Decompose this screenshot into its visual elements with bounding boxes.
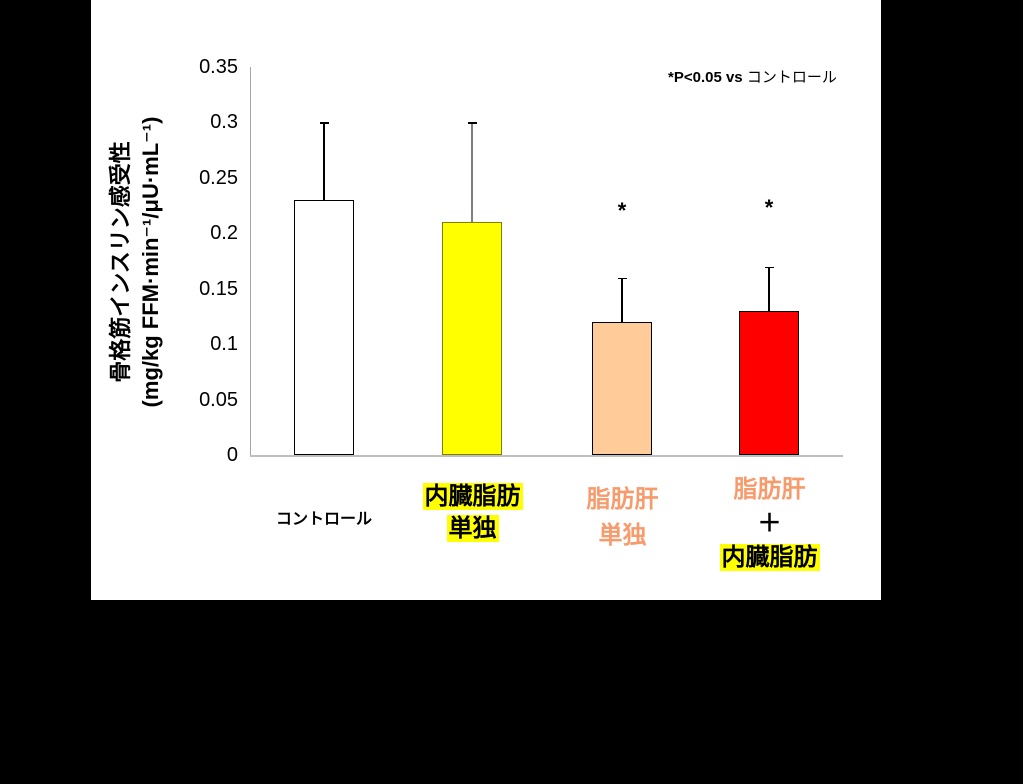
significance-star: * <box>764 195 774 220</box>
error-bar <box>621 277 623 322</box>
cat0-text: コントロール <box>275 511 372 528</box>
plus-sign: ＋ <box>757 510 782 537</box>
y-tick-label: 0.3 <box>210 111 238 134</box>
cat3-line3: 内臓脂肪 <box>719 544 820 571</box>
error-bar-cap <box>467 122 477 124</box>
y-tick-label: 0.15 <box>199 277 238 300</box>
cat3-line1: 脂肪肝 <box>733 476 806 503</box>
error-bar <box>323 122 325 201</box>
y-tick-label: 0.25 <box>199 166 238 189</box>
note-bold: *P<0.05 vs <box>668 69 743 86</box>
y-tick-label: 0.1 <box>210 333 238 356</box>
category-label-visceral-fat: 内臓脂肪 単独 <box>400 482 545 544</box>
note-rest: コントロール <box>742 69 837 86</box>
cat2-line1: 脂肪肝 <box>586 486 659 513</box>
error-bar <box>768 266 770 311</box>
cat1-line1: 内臓脂肪 <box>422 483 523 510</box>
cat1-line2: 単独 <box>446 515 499 542</box>
bar <box>592 321 652 455</box>
error-bar-cap <box>617 277 627 280</box>
y-tick-label: 0.2 <box>210 222 238 245</box>
y-axis-line <box>250 67 251 455</box>
y-axis-label-title: 骨格筋インスリン感受性 <box>108 141 133 383</box>
y-axis-label: 骨格筋インスリン感受性 (mg/kg FFM·min⁻¹/μU·mL⁻¹) <box>106 62 166 462</box>
y-axis-label-units: (mg/kg FFM·min⁻¹/μU·mL⁻¹) <box>138 116 163 408</box>
cat2-line2: 単独 <box>598 522 647 549</box>
bar <box>739 310 799 455</box>
significance-note: *P<0.05 vs コントロール <box>668 66 837 87</box>
error-bar <box>471 122 473 223</box>
category-label-fatty-liver: 脂肪肝 単独 <box>550 485 695 551</box>
category-label-fatty-liver-plus-visceral: 脂肪肝 ＋ 内臓脂肪 <box>697 475 842 573</box>
error-bar-cap <box>319 122 329 124</box>
y-tick-label: 0.05 <box>199 388 238 411</box>
significance-star: * <box>617 198 627 223</box>
error-bar-cap <box>764 266 774 269</box>
x-axis-line <box>250 455 843 457</box>
bar <box>294 200 354 455</box>
y-tick-label: 0.35 <box>199 56 238 78</box>
y-tick-label: 0 <box>226 444 238 466</box>
bar <box>442 222 502 455</box>
category-label-control: コントロール <box>264 505 384 535</box>
